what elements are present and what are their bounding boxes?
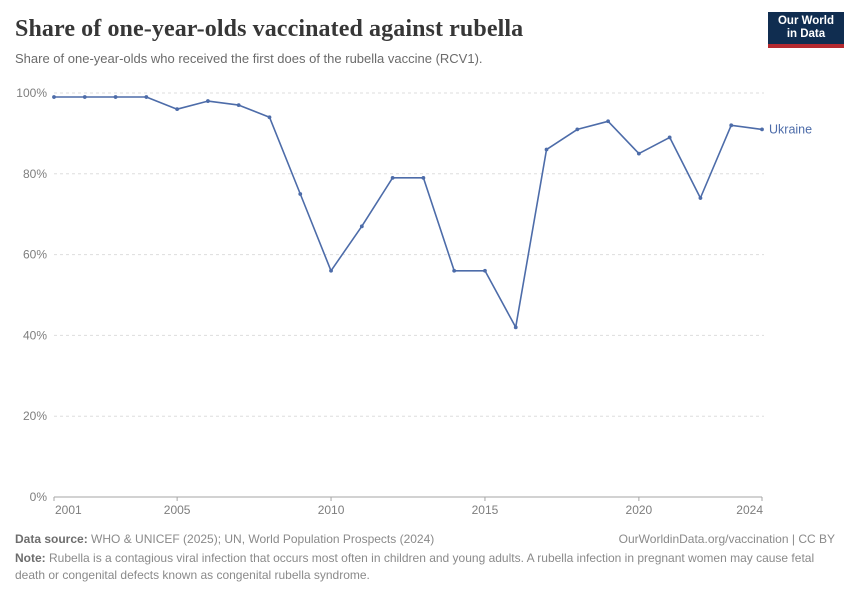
data-point-ukraine-2009[interactable] [298, 192, 303, 196]
line-chart[interactable]: 0% 20% 40% 60% 80% 100% 2001 2005 2010 2015 2020 20… [0, 80, 850, 530]
y-tick-label-0: 0% [30, 490, 48, 504]
data-point-ukraine-2021[interactable] [667, 135, 672, 140]
data-point-ukraine-2005[interactable] [175, 107, 180, 112]
chart-note: Note: Rubella is a contagious viral infe… [15, 550, 835, 584]
data-point-ukraine-2012[interactable] [390, 175, 395, 180]
data-source-label: Data source: [15, 532, 88, 546]
y-tick-label-20: 20% [23, 409, 47, 423]
citation-link[interactable]: OurWorldinData.org/vaccination | CC BY [618, 532, 835, 546]
data-point-ukraine-2022[interactable] [698, 196, 703, 200]
chart-footer: Data source: WHO & UNICEF (2025); UN, Wo… [15, 531, 835, 584]
owid-logo: Our World in Data [768, 12, 844, 48]
owid-logo-text: Our World in Data [777, 15, 834, 40]
data-point-ukraine-2002[interactable] [82, 95, 87, 99]
data-source: Data source: WHO & UNICEF (2025); UN, Wo… [15, 531, 434, 548]
data-point-ukraine-2018[interactable] [575, 127, 580, 132]
y-tick-label-100: 100% [16, 86, 47, 100]
x-tick-label-2024: 2024 [736, 503, 763, 517]
entity-label-ukraine[interactable]: Ukraine [769, 122, 812, 136]
data-point-ukraine-2024[interactable] [760, 127, 764, 132]
note-label: Note: [15, 551, 46, 565]
note-text: Rubella is a contagious viral infection … [15, 551, 815, 582]
data-point-ukraine-2014[interactable] [452, 268, 457, 273]
x-tick-label-2015: 2015 [472, 503, 499, 517]
data-point-ukraine-2023[interactable] [729, 123, 734, 128]
data-point-ukraine-2013[interactable] [421, 175, 426, 180]
data-point-ukraine-2019[interactable] [606, 119, 610, 124]
data-point-ukraine-2015[interactable] [483, 268, 487, 273]
x-tick-label-2020: 2020 [626, 503, 653, 517]
data-point-ukraine-2008[interactable] [267, 115, 272, 120]
page-title: Share of one-year-olds vaccinated agains… [15, 16, 524, 42]
data-point-ukraine-2010[interactable] [329, 268, 333, 273]
x-tick-label-2010: 2010 [318, 503, 345, 517]
data-source-text: WHO & UNICEF (2025); UN, World Populatio… [87, 532, 435, 546]
data-point-ukraine-2011[interactable] [359, 224, 364, 229]
data-point-ukraine-2016[interactable] [513, 325, 518, 330]
y-tick-label-60: 60% [23, 248, 47, 262]
data-point-ukraine-2006[interactable] [206, 99, 210, 103]
data-point-ukraine-2007[interactable] [236, 103, 241, 108]
y-tick-label-40: 40% [23, 328, 47, 342]
data-point-ukraine-2003[interactable] [113, 95, 118, 99]
data-point-ukraine-2020[interactable] [636, 151, 641, 156]
data-point-ukraine-2001[interactable] [52, 95, 56, 99]
chart-subtitle: Share of one-year-olds who received the … [15, 51, 483, 66]
data-point-ukraine-2017[interactable] [544, 147, 549, 152]
ukraine-line[interactable] [54, 96, 763, 329]
x-tick-label-2001: 2001 [55, 503, 82, 517]
x-tick-label-2005: 2005 [164, 503, 191, 517]
y-tick-label-80: 80% [23, 167, 47, 181]
data-point-ukraine-2004[interactable] [144, 95, 149, 99]
